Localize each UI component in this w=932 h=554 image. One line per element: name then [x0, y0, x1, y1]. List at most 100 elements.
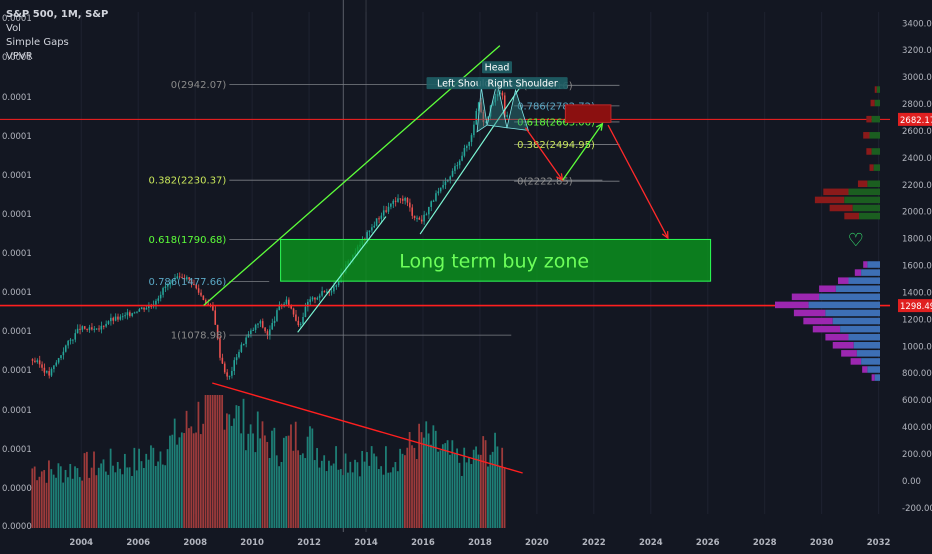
- volume-bar: [491, 451, 494, 528]
- volume-bar: [496, 446, 499, 528]
- volume-bar: [444, 443, 447, 528]
- candle-body: [473, 124, 475, 136]
- volume-bar: [237, 406, 240, 528]
- volume-bar: [216, 395, 219, 528]
- volume-bar: [475, 446, 477, 528]
- candle-body: [143, 307, 145, 310]
- volume-bar: [294, 421, 297, 528]
- left-axis-label: 0.0001: [2, 93, 32, 103]
- volume-bars: [31, 395, 506, 528]
- volume-bar: [31, 468, 34, 528]
- volume-bar: [256, 411, 259, 528]
- x-tick-label: 2008: [183, 538, 207, 548]
- volume-bar: [123, 453, 126, 528]
- candle-body: [499, 92, 501, 94]
- volume-bar: [344, 453, 347, 528]
- volume-bar: [366, 452, 368, 528]
- candle-body: [233, 360, 236, 371]
- vpvr-bar-up: [844, 196, 880, 204]
- volume-bar: [299, 454, 302, 528]
- candle-body: [228, 375, 231, 377]
- volume-bar: [114, 472, 117, 528]
- candle-body: [178, 276, 181, 278]
- candle-body: [183, 277, 186, 280]
- volume-bar: [33, 466, 36, 528]
- candle-body: [124, 315, 126, 317]
- candle-body: [83, 326, 86, 329]
- candle-body: [435, 193, 437, 201]
- volume-bar: [342, 475, 345, 528]
- candle-body: [245, 337, 247, 344]
- vpvr-bar-up: [840, 325, 880, 333]
- volume-bar: [309, 426, 311, 528]
- vpvr-bar-up: [819, 293, 880, 301]
- volume-bar: [325, 471, 328, 528]
- volume-bar: [152, 447, 155, 528]
- candle-body: [461, 155, 463, 161]
- candle-body: [91, 327, 93, 330]
- legend-item-gaps[interactable]: Simple Gaps: [6, 37, 69, 48]
- x-tick-label: 2026: [696, 538, 720, 548]
- volume-bar: [427, 433, 430, 528]
- legend-item-vpvr[interactable]: VPVR: [6, 51, 33, 62]
- volume-bar: [358, 476, 361, 528]
- vpvr-bar-down: [863, 132, 870, 139]
- volume-bar: [202, 423, 205, 528]
- candle-body: [463, 147, 466, 156]
- head-shoulders-pattern: [476, 81, 529, 133]
- x-tick-label: 2014: [354, 538, 378, 548]
- volume-bar: [339, 469, 342, 528]
- volume-bar: [332, 463, 335, 528]
- volume-bar: [282, 437, 285, 528]
- candle-body: [409, 202, 411, 208]
- volume-bar: [235, 405, 238, 528]
- candle-body: [390, 203, 392, 207]
- candle-body: [202, 295, 205, 301]
- volume-bar: [311, 428, 314, 528]
- candle-body: [378, 218, 380, 220]
- volume-bar: [403, 455, 406, 528]
- volume-bar: [373, 453, 375, 528]
- candle-body: [444, 181, 447, 186]
- fib-level-label: 0.382(2494.95): [517, 140, 595, 151]
- fib-level-label: 0.618(2663.06): [517, 117, 595, 128]
- candle-body: [416, 217, 418, 219]
- volume-bar: [458, 462, 461, 528]
- volume-bar: [131, 476, 133, 528]
- y-tick-label: 2600.00: [902, 127, 932, 137]
- candle-body: [411, 207, 413, 216]
- left-axis-label: 0.0000: [2, 522, 32, 532]
- volume-bar: [498, 466, 501, 528]
- volume-bar: [126, 467, 129, 528]
- volume-bar: [142, 467, 145, 528]
- vpvr-bar-up: [867, 261, 880, 268]
- y-tick-label: 2800.00: [902, 100, 932, 110]
- x-tick-label: 2022: [582, 538, 606, 548]
- candle-body: [449, 176, 451, 180]
- candle-body: [136, 311, 138, 313]
- volume-bar: [183, 433, 186, 528]
- candle-body: [119, 316, 122, 320]
- candle-body: [121, 316, 124, 318]
- candle-body: [34, 360, 36, 362]
- candle-body: [140, 307, 143, 310]
- support-price-tag: 1298.49: [900, 302, 932, 312]
- volume-bar: [503, 466, 506, 528]
- volume-bar: [420, 432, 423, 528]
- volume-bar: [385, 446, 387, 528]
- candle-body: [254, 324, 257, 330]
- volume-bar: [121, 474, 124, 528]
- volume-bar: [266, 441, 269, 528]
- candle-body: [423, 214, 425, 222]
- volume-bar: [318, 467, 321, 528]
- vpvr-bar-down: [803, 317, 833, 325]
- candle-body: [79, 328, 81, 330]
- candle-body: [304, 306, 307, 317]
- candle-body: [288, 299, 290, 306]
- legend-item-vol[interactable]: Vol: [6, 23, 21, 34]
- candle-body: [330, 291, 333, 293]
- candle-body: [212, 305, 214, 311]
- candle-body: [302, 316, 304, 324]
